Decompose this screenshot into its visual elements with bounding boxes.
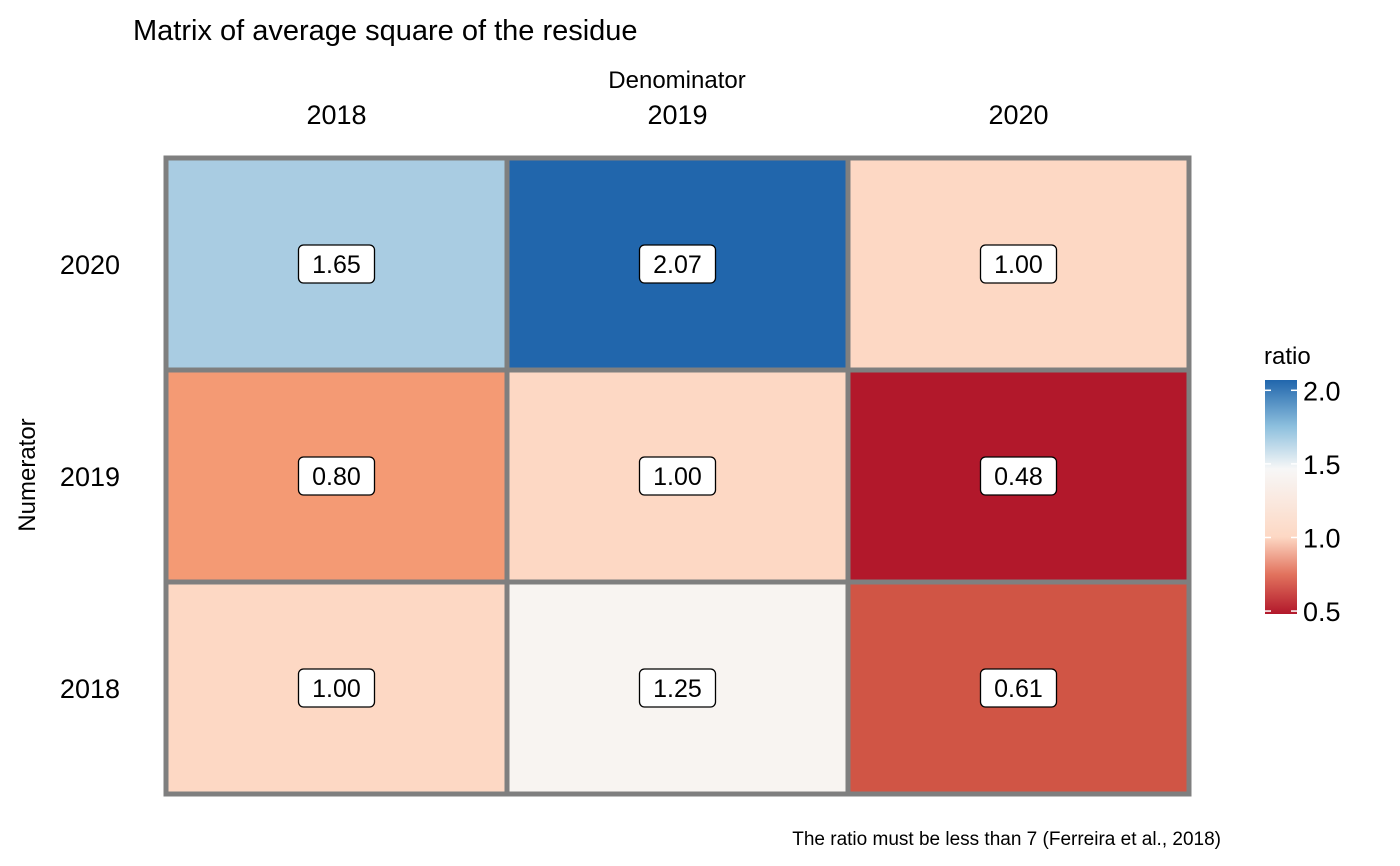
cell-label-box	[297, 456, 376, 496]
cell-value-label: 0.48	[994, 463, 1043, 491]
chart-title: Matrix of average square of the residue	[133, 15, 638, 47]
x-axis-tick-labels: 2018 2019 2020	[306, 100, 1048, 130]
y-axis-title: Numerator	[14, 418, 41, 531]
cell-label-box	[297, 668, 376, 708]
heatmap-cell-labels: 1.65 2.07 1.00 0.80 1.00 0.48 1.00 1.25 0.61	[297, 244, 1058, 708]
color-legend: ratio 2.0 1.5 1.0 0.5	[1264, 343, 1341, 627]
cell-value-label: 0.80	[312, 463, 361, 491]
y-tick-label: 2018	[60, 674, 120, 704]
legend-title: ratio	[1264, 343, 1311, 370]
y-axis-tick-labels: 2020 2019 2018	[60, 250, 120, 704]
cell-value-label: 1.00	[312, 675, 361, 703]
legend-tick-label: 2.0	[1303, 376, 1341, 406]
legend-tick-label: 1.0	[1303, 523, 1341, 553]
cell-value-label: 2.07	[653, 251, 702, 279]
cell-label-box	[638, 456, 717, 496]
cell-value-label: 1.25	[653, 675, 702, 703]
cell-label-box	[979, 456, 1058, 496]
legend-tick-label: 0.5	[1303, 597, 1341, 627]
x-tick-label: 2019	[647, 100, 707, 130]
cell-label-box	[979, 244, 1058, 284]
legend-colorbar	[1265, 380, 1297, 614]
cell-label-box	[638, 668, 717, 708]
cell-label-box	[638, 244, 717, 284]
heatmap-cell	[504, 579, 851, 797]
x-tick-label: 2018	[306, 100, 366, 130]
x-tick-label: 2020	[988, 100, 1048, 130]
legend-tick-label: 1.5	[1303, 450, 1341, 480]
chart-caption: The ratio must be less than 7 (Ferreira …	[792, 829, 1221, 850]
x-axis-title: Denominator	[608, 67, 745, 94]
cell-value-label: 1.00	[994, 251, 1043, 279]
y-tick-label: 2020	[60, 250, 120, 280]
heatmap-cells	[163, 155, 1192, 797]
legend-ticks: 2.0 1.5 1.0 0.5	[1265, 376, 1341, 627]
y-tick-label: 2019	[60, 462, 120, 492]
cell-value-label: 1.00	[653, 463, 702, 491]
cell-value-label: 1.65	[312, 251, 361, 279]
cell-value-label: 0.61	[994, 675, 1043, 703]
cell-label-box	[297, 244, 376, 284]
cell-label-box	[979, 668, 1058, 708]
